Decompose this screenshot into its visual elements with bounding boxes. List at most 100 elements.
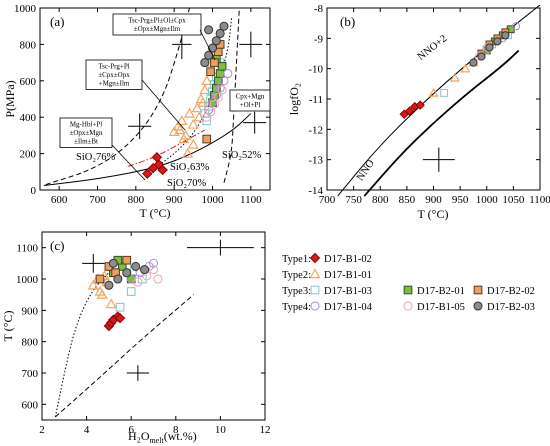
curve-NNO: [363, 49, 520, 197]
x-tick-label: 1000: [476, 194, 499, 206]
y-tick-label: 1000: [16, 274, 39, 286]
data-point: [199, 84, 211, 95]
data-point: [142, 168, 153, 179]
x-tick-label: 8: [173, 424, 179, 436]
phase-assemblage-3-box: [59, 117, 113, 148]
x-tick-label: 4: [84, 424, 90, 436]
data-point: [148, 258, 159, 268]
legend-marker: [403, 285, 413, 295]
sio2-52-label: SiO₂52%: [222, 150, 262, 161]
x-tick-label: 950: [452, 194, 469, 206]
curve-dashdot: [128, 129, 206, 167]
y-tick-label: -11: [309, 94, 323, 106]
legend-marker: [310, 285, 320, 295]
data-point: [207, 98, 218, 108]
panel-c: 2 4 6 8 10 12 600 700 800 900 1000 1100 H₂Omelt(wt.%…: [1, 231, 271, 445]
x-axis-label: T (°C): [418, 207, 449, 221]
panel-label: (a): [50, 14, 64, 29]
legend-entry-label: D17-B1-01: [324, 270, 372, 281]
data-point: [200, 58, 210, 68]
y-axis-label: logfO₂: [287, 83, 301, 115]
data-point: [215, 28, 225, 39]
x-tick-label: 700: [89, 194, 106, 206]
series-D17-B1-05: [133, 265, 163, 287]
y-tick-label: 1000: [14, 3, 37, 15]
panel-a: 600 700 800 900 1000 1100 0 200 400 600 800 1000 T (…: [3, 3, 271, 220]
data-point: [223, 68, 233, 79]
x-tick-label: 1100: [240, 194, 262, 206]
y-tick-label: 900: [22, 305, 39, 317]
data-point: [217, 85, 227, 95]
data-point: [105, 298, 117, 309]
y-tick-label: 700: [22, 368, 39, 380]
data-point: [157, 164, 168, 176]
plot-frame: [41, 231, 266, 421]
data-point: [133, 277, 143, 287]
phase-assemblage-4-box: [229, 89, 271, 112]
legend-type-label: Type3:: [282, 286, 311, 297]
series-D17-B2-03: [104, 258, 150, 290]
data-point: [209, 99, 219, 110]
data-point: [206, 67, 215, 77]
sio2-70-label: SiO₂70%: [167, 178, 207, 189]
data-point: [219, 76, 229, 86]
x-tick-label: 12: [260, 424, 271, 436]
data-point: [211, 36, 221, 46]
data-point: [87, 279, 99, 290]
panel-label: (c): [50, 238, 64, 253]
x-tick-label: 6: [128, 424, 134, 436]
x-tick-label: 800: [372, 194, 389, 206]
curve-dashed-left: [45, 7, 190, 186]
legend-entry-label: D17-B2-01: [417, 286, 465, 297]
data-point: [113, 274, 123, 284]
y-tick-label: -10: [308, 64, 323, 76]
data-point: [460, 63, 471, 73]
data-point: [493, 37, 502, 46]
data-point: [122, 255, 132, 265]
phase-assemblage-1-box: [112, 13, 202, 36]
data-point: [151, 152, 163, 163]
data-point: [176, 115, 188, 126]
x-tick-label: 600: [51, 194, 68, 206]
series-D17-B1-02: [399, 100, 425, 119]
legend-marker: [309, 252, 321, 264]
x-tick-label: 2: [39, 424, 45, 436]
x-axis-label-sub: melt: [150, 436, 165, 445]
data-point: [104, 280, 114, 290]
data-point: [131, 261, 141, 272]
phase-assemblage-1-line: ±Opx±Mgn±Ilm: [134, 25, 181, 33]
data-point: [415, 100, 425, 110]
x-tick-label: 10: [215, 424, 227, 436]
y-tick-label: -12: [308, 124, 323, 136]
y-tick-label: 800: [20, 39, 37, 51]
data-point: [215, 83, 225, 93]
data-point: [477, 52, 486, 61]
phase-assemblage-3-line: Mg-Hbl+Pl: [70, 121, 102, 129]
legend-type-label: Type4:: [282, 302, 311, 313]
y-axis-label: T (°C): [1, 311, 15, 342]
data-point: [108, 258, 118, 268]
data-point: [211, 90, 221, 100]
data-point: [183, 107, 196, 118]
data-point: [122, 268, 132, 278]
data-point: [511, 22, 521, 31]
curve-dotted: [54, 272, 110, 417]
x-tick-label: 1100: [529, 194, 550, 206]
series-D17-B1-05: [202, 85, 227, 122]
y-tick-label: -14: [308, 185, 323, 197]
x-tick-label: 900: [425, 194, 442, 206]
data-point: [95, 274, 105, 284]
leader-line: [199, 29, 216, 61]
data-point: [485, 43, 494, 52]
x-tick-label: 850: [399, 194, 416, 206]
data-point: [126, 287, 136, 296]
data-point: [148, 265, 159, 275]
nno-label: NNO: [355, 158, 377, 183]
legend-entry-label: D17-B2-02: [487, 286, 535, 297]
x-axis-label: H₂Omelt(wt.%): [128, 429, 197, 445]
data-point: [182, 147, 194, 158]
phase-assemblage-3-line: ±Ilm±Bt: [74, 138, 98, 146]
legend-entry-label: D17-B1-03: [324, 286, 372, 297]
data-point: [117, 262, 127, 271]
x-tick-label: 900: [166, 194, 183, 206]
